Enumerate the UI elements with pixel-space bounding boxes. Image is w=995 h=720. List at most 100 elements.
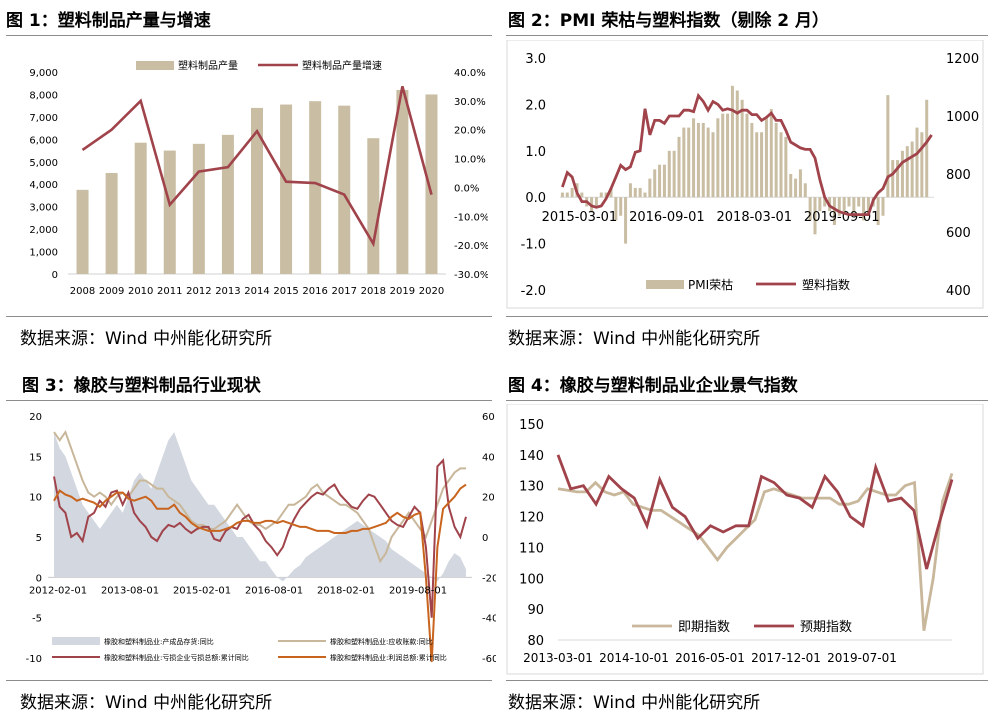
y-left-tick-label: 10	[29, 493, 42, 504]
x-tick-label: 2011	[157, 286, 182, 297]
pmi-bar	[764, 118, 768, 198]
y-left-tick-label: -5	[32, 614, 42, 625]
pmi-bar	[905, 146, 909, 198]
pmi-bar	[638, 187, 642, 198]
x-tick-label: 2013-08-01	[101, 585, 159, 596]
pmi-bar	[789, 174, 793, 198]
pmi-bar	[818, 197, 822, 212]
x-tick-label: 2016	[302, 286, 327, 297]
x-tick-label: 2013	[215, 286, 240, 297]
y-right-tick-label: 0	[482, 533, 488, 544]
y-right-tick-label: 1000	[946, 110, 979, 125]
x-tick-label: 2015-03-01	[542, 210, 618, 225]
figure-3-source: 数据来源：Wind 中州能化研究所	[20, 693, 273, 713]
legend-label-pmi: PMI荣枯	[688, 277, 733, 292]
pmi-bar	[672, 150, 676, 198]
x-tick-label: 2014-10-01	[599, 651, 669, 665]
pmi-bar	[560, 192, 564, 198]
chart-4-frame	[506, 404, 984, 675]
y-right-tick-label: 10.0%	[454, 155, 486, 166]
y-right-tick-label: -40	[482, 614, 496, 625]
pmi-bar	[726, 113, 730, 198]
chart-4: 80 90 100 110 120 130 140 150 2013-03-01 2014-10-…	[506, 404, 984, 675]
pmi-bar	[745, 113, 749, 198]
y-right-tick-label: -20	[482, 573, 496, 584]
inventory-area	[54, 432, 466, 582]
pmi-bar	[857, 197, 861, 207]
pmi-bar	[604, 192, 608, 198]
y-right-tick-label: 1200	[946, 52, 979, 67]
x-tick-label: 2020	[419, 286, 444, 297]
x-tick-label: 2019-07-01	[827, 651, 897, 665]
pmi-bar	[580, 192, 584, 198]
y-right-tick-label: 40	[482, 452, 495, 463]
y-right-tick-label: -30.0%	[454, 270, 488, 281]
y-left-tick-label: 4,000	[29, 180, 58, 191]
x-tick-label: 2019	[390, 286, 415, 297]
chart-1: 0 1,000 2,000 3,000 4,000 5,000 6,000 7,000 8,00…	[29, 59, 488, 297]
y-left-tick-label: 8,000	[29, 90, 58, 101]
legend-label-current: 即期指数	[678, 620, 730, 635]
y-left-tick-label: 0	[52, 270, 58, 281]
y-left-tick-label: 3,000	[29, 203, 58, 214]
figure-1-title: 图 1：塑料制品产量与增速	[6, 11, 211, 31]
production-bar	[105, 173, 118, 274]
y-tick-label: 140	[519, 449, 544, 464]
legend-label-inventory: 橡胶和塑料制品业:产成品存货:同比	[104, 637, 214, 646]
y-right-tick-label: 800	[946, 168, 971, 183]
pmi-bar	[658, 164, 662, 198]
production-bar	[425, 94, 438, 274]
legend-label-expected: 预期指数	[800, 620, 852, 635]
pmi-bar	[779, 132, 783, 198]
pmi-bar	[648, 178, 652, 198]
legend-label-growth: 塑料制品产量增速	[302, 59, 382, 72]
y-right-tick-label: 30.0%	[454, 97, 486, 108]
pmi-bar	[832, 197, 836, 226]
pmi-bar	[876, 197, 880, 226]
chart-3: -10 -5 0 5 10 15 20 -60 -40 -20 0 20 40 60 2012-02-01 2…	[26, 412, 496, 665]
pmi-bar	[794, 178, 798, 198]
y-left-tick-label: -1.0	[521, 238, 546, 253]
production-bar	[221, 134, 234, 274]
y-left-tick-label: 15	[29, 452, 42, 463]
pmi-bar	[784, 136, 788, 198]
y-right-tick-label: 40.0%	[454, 68, 486, 79]
pmi-bar	[701, 122, 705, 198]
pmi-bar	[920, 132, 924, 198]
x-tick-label: 2009	[99, 286, 124, 297]
pmi-bar	[774, 122, 778, 198]
production-bar	[309, 101, 322, 274]
pmi-bar	[716, 118, 720, 198]
production-bar	[163, 150, 176, 274]
y-right-tick-label: 400	[946, 284, 971, 299]
pmi-bar	[662, 164, 666, 198]
pmi-bar	[677, 136, 681, 198]
pmi-bar	[896, 160, 900, 198]
figure-4-rule	[506, 400, 988, 401]
x-tick-label: 2018-03-01	[717, 210, 793, 225]
y-tick-label: 150	[519, 418, 544, 433]
pmi-bar	[881, 197, 885, 216]
figure-3-bottom-rule	[6, 680, 492, 681]
y-left-tick-label: 9,000	[29, 68, 58, 79]
x-tick-label: 2016-09-01	[629, 210, 705, 225]
y-tick-label: 90	[527, 603, 544, 618]
y-right-tick-label: -60	[482, 654, 496, 665]
pmi-bar	[653, 169, 657, 198]
production-bar	[367, 138, 380, 274]
legend-label-production: 塑料制品产量	[178, 59, 238, 72]
pmi-bar	[755, 132, 759, 198]
expected-index-line	[556, 454, 954, 570]
y-left-tick-label: 1,000	[29, 248, 58, 259]
pmi-bar	[706, 127, 710, 198]
pmi-bar	[842, 197, 846, 212]
pmi-bar	[823, 197, 827, 207]
y-tick-label: 130	[519, 480, 544, 495]
legend-label-receivables: 橡胶和塑料制品业:应收账款:同比	[330, 637, 433, 646]
pmi-bar	[910, 141, 914, 198]
x-tick-label: 2017	[332, 286, 357, 297]
production-bar	[251, 107, 263, 275]
figure-3-title: 图 3：橡胶与塑料制品行业现状	[22, 376, 261, 396]
pmi-bar	[760, 132, 764, 198]
profit-line	[53, 483, 467, 663]
